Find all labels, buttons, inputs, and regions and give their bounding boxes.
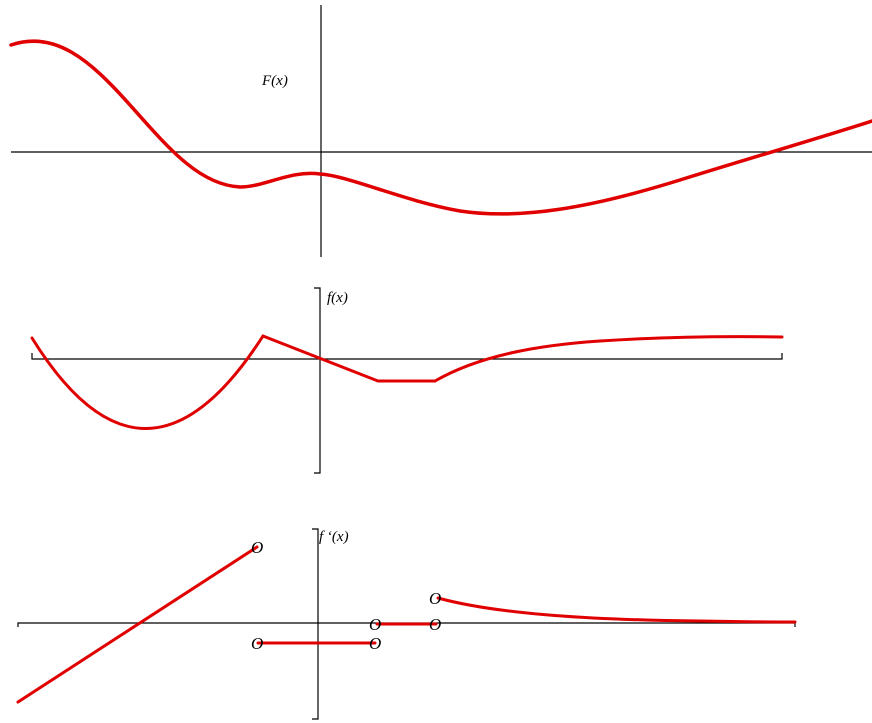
fprime-label: f ‘(x) <box>319 529 349 545</box>
open-endpoint-5: O <box>429 615 441 634</box>
f-curve-parabola <box>30 334 265 430</box>
antiderivative-panel: F(x) <box>9 5 872 257</box>
open-endpoint-1: O <box>251 538 263 557</box>
derivative-panel: O O O O O O f ‘(x) <box>16 528 797 720</box>
f-x-axis <box>31 353 783 360</box>
fprime-segment-linear <box>16 545 259 704</box>
F-label: F(x) <box>261 73 288 89</box>
open-endpoint-6: O <box>429 589 441 608</box>
open-endpoint-4: O <box>369 615 381 634</box>
f-y-axis <box>314 287 321 474</box>
open-endpoint-3: O <box>369 634 381 653</box>
open-endpoint-2: O <box>251 634 263 653</box>
f-curve-asymptotic <box>433 335 784 383</box>
fprime-segment-decay <box>436 596 797 624</box>
function-panel: f(x) <box>30 287 784 474</box>
fprime-y-axis <box>312 528 319 720</box>
f-curve-line <box>261 334 437 383</box>
F-curve <box>9 39 872 216</box>
f-label: f(x) <box>327 290 348 306</box>
